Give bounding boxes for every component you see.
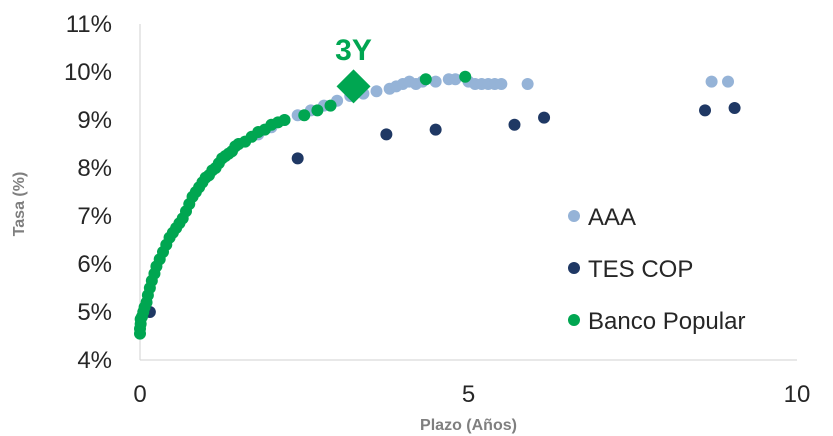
data-point <box>538 111 551 124</box>
legend: AAA TES COP Banco Popular <box>568 204 745 335</box>
data-point <box>380 128 393 141</box>
data-point <box>495 78 508 90</box>
y-tick-label: 10% <box>64 59 112 86</box>
legend-label: AAA <box>588 204 636 231</box>
data-point <box>728 102 741 114</box>
data-point <box>722 75 735 88</box>
data-point <box>311 104 324 117</box>
annotation-label: 3Y <box>335 34 372 67</box>
y-tick-label: 7% <box>77 203 112 230</box>
x-tick-label: 0 <box>133 381 146 408</box>
y-tick-label: 9% <box>77 107 112 134</box>
data-point <box>705 75 718 88</box>
x-tick-label: 5 <box>462 381 475 408</box>
data-point <box>459 70 472 83</box>
data-point <box>298 109 311 122</box>
data-point <box>278 114 291 126</box>
data-point <box>324 99 337 112</box>
y-tick-label: 6% <box>77 251 112 278</box>
legend-marker <box>568 314 580 326</box>
data-point <box>449 73 462 86</box>
data-point <box>521 78 534 90</box>
legend-marker <box>568 262 580 274</box>
legend-label: Banco Popular <box>588 308 745 335</box>
y-tick-label: 11% <box>66 11 112 38</box>
y-axis-title: Tasa (%) <box>11 172 28 237</box>
legend-marker <box>568 210 580 222</box>
annotations: 3Y <box>335 34 372 67</box>
axes: 4% 5% 6% 7% 8% 9% 10% 11% 0 5 10 <box>64 11 810 408</box>
y-tick-label: 8% <box>77 155 112 182</box>
x-tick-label: 10 <box>784 381 811 408</box>
data-point <box>429 75 442 88</box>
data-point <box>699 104 712 117</box>
data-point <box>429 123 442 136</box>
data-points <box>134 69 741 340</box>
x-axis-title: Plazo (Años) <box>420 417 517 434</box>
data-point <box>291 152 304 165</box>
data-point <box>419 73 432 86</box>
y-tick-label: 5% <box>77 299 112 326</box>
data-point-diamond <box>336 69 371 104</box>
data-point <box>508 118 521 131</box>
data-point <box>370 85 383 98</box>
y-tick-label: 4% <box>77 347 112 374</box>
legend-label: TES COP <box>588 256 693 283</box>
